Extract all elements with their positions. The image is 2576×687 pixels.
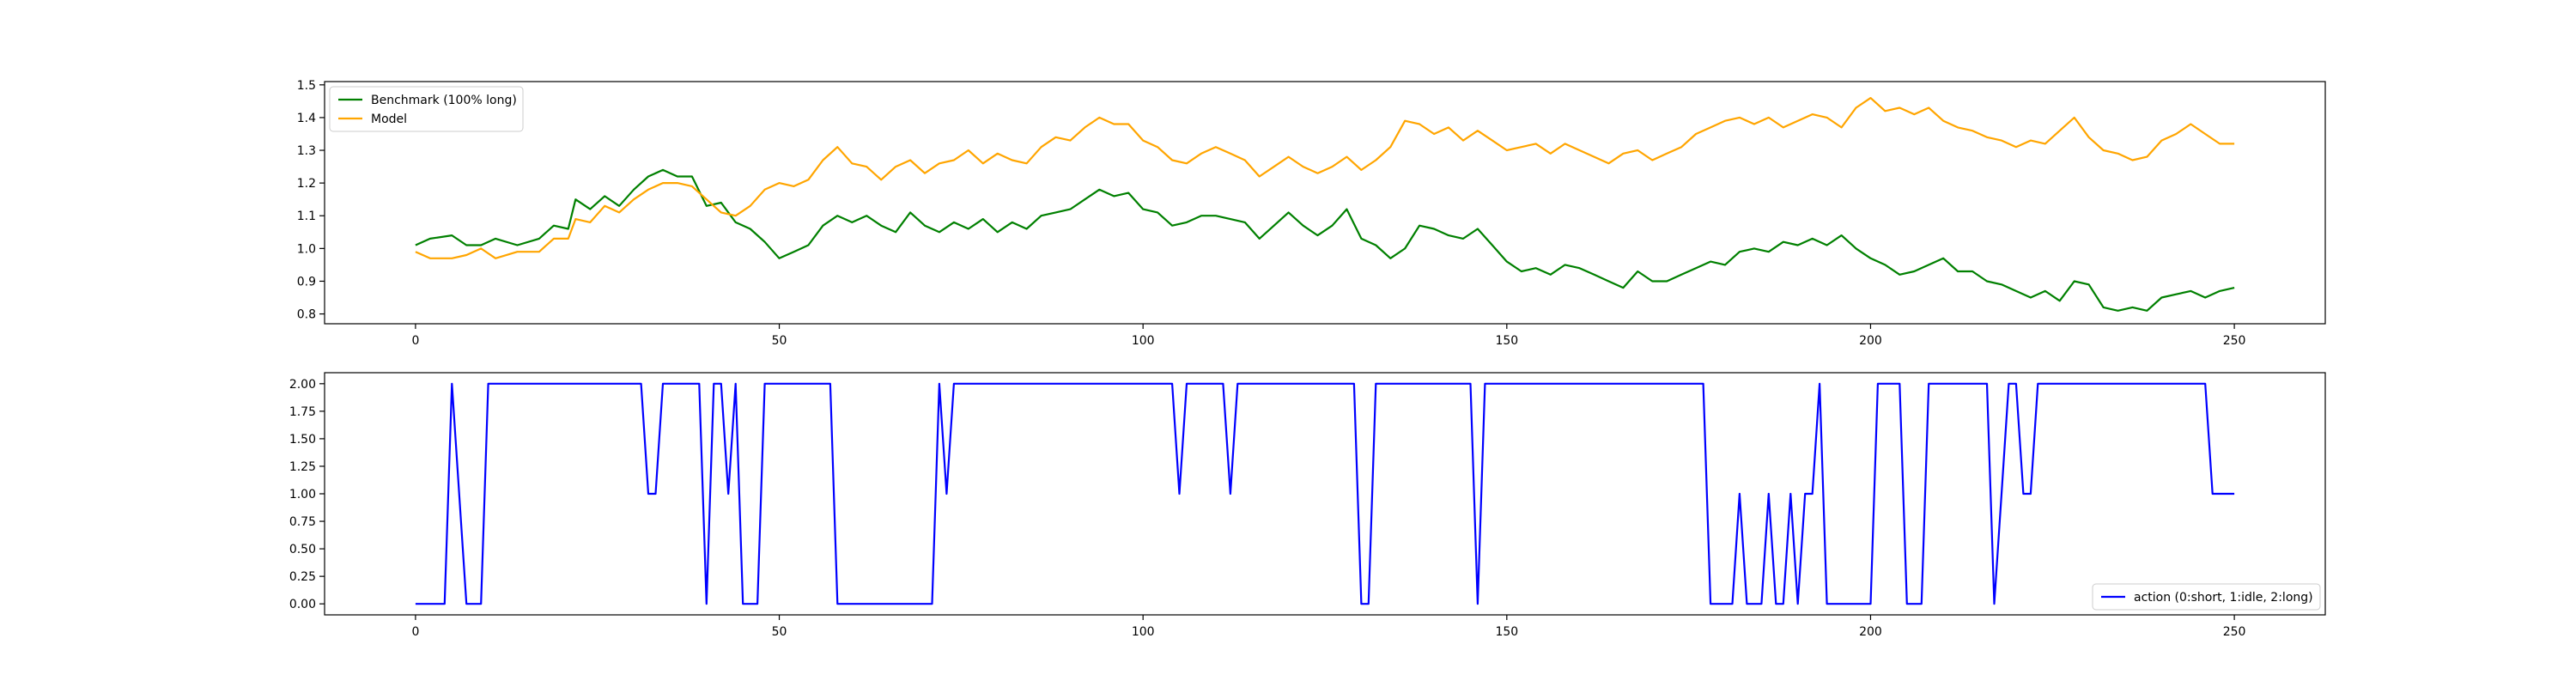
- y-tick-label: 0.75: [289, 515, 316, 529]
- x-tick-label: 250: [2223, 334, 2246, 348]
- x-tick-label: 100: [1132, 334, 1155, 348]
- y-tick-label: 0.00: [289, 598, 316, 611]
- series-line-action-0-short-1-idle-2-long: [415, 382, 2235, 605]
- x-tick-label: 0: [411, 334, 419, 348]
- legend-label: Model: [371, 112, 407, 126]
- y-tick-label: 1.4: [297, 112, 316, 125]
- legend-box: [329, 86, 524, 132]
- x-tick-label: 50: [772, 625, 787, 639]
- y-tick-label: 2.00: [289, 378, 316, 392]
- legend-label: action (0:short, 1:idle, 2:long): [2134, 591, 2313, 605]
- y-tick-label: 1.50: [289, 433, 316, 447]
- legend: action (0:short, 1:idle, 2:long): [2092, 583, 2321, 611]
- bottom-chart-panel: 0 50 100 150 200 250 0.00 0.25 0.50 0.75 1.00 1.25 1…: [289, 372, 2326, 639]
- x-tick-label: 150: [1495, 334, 1518, 348]
- x-tick-label: 200: [1859, 625, 1882, 639]
- top-chart-panel: 0 50 100 150 200 250 0.8 0.9 1.0 1.1 1.2 1.3 1.4 1.5 B…: [297, 79, 2326, 348]
- x-tick-label: 100: [1132, 625, 1155, 639]
- legend-label: Benchmark (100% long): [371, 94, 517, 107]
- x-tick-label: 250: [2223, 625, 2246, 639]
- y-tick-label: 1.25: [289, 460, 316, 474]
- y-tick-label: 1.0: [297, 242, 316, 256]
- y-tick-label: 1.75: [289, 405, 316, 419]
- axes-frame: [324, 372, 2326, 616]
- axes-frame: [324, 81, 2326, 325]
- series-line-model: [415, 97, 2235, 259]
- y-tick-label: 0.25: [289, 570, 316, 584]
- series-line-benchmark-100-long: [415, 168, 2235, 312]
- legend: Benchmark (100% long) Model: [329, 86, 524, 132]
- x-tick-label: 150: [1495, 625, 1518, 639]
- y-tick-label: 0.8: [297, 308, 316, 322]
- y-tick-label: 1.5: [297, 79, 316, 93]
- y-tick-label: 1.3: [297, 144, 316, 158]
- legend-box: [2092, 583, 2321, 611]
- y-tick-label: 0.50: [289, 543, 316, 556]
- y-tick-label: 1.00: [289, 488, 316, 502]
- y-tick-label: 0.9: [297, 275, 316, 289]
- y-tick-label: 1.1: [297, 210, 316, 223]
- x-tick-label: 200: [1859, 334, 1882, 348]
- x-tick-label: 0: [411, 625, 419, 639]
- x-tick-label: 50: [772, 334, 787, 348]
- y-tick-label: 1.2: [297, 177, 316, 191]
